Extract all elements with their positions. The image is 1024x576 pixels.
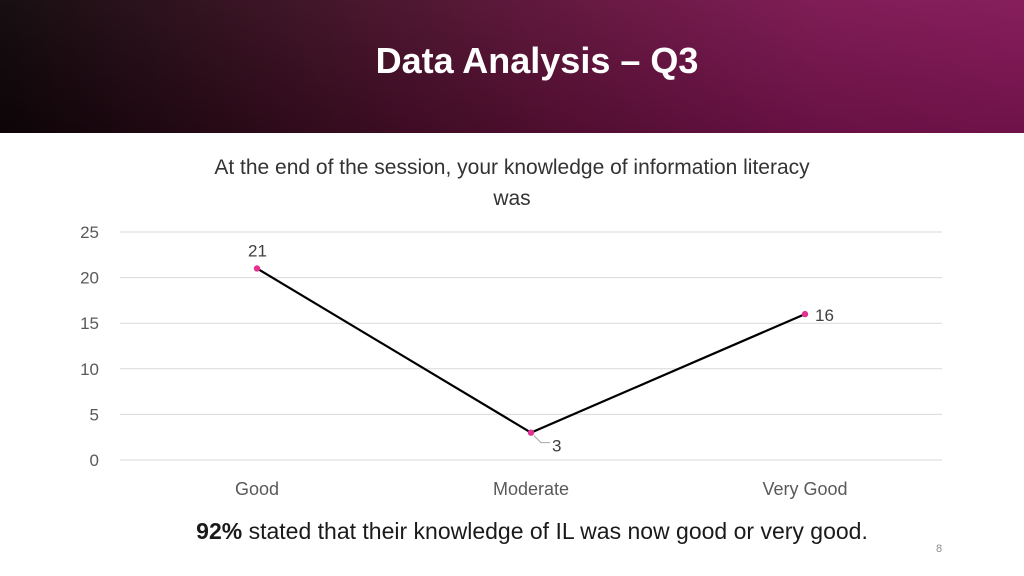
data-point <box>801 310 809 318</box>
data-label: 21 <box>248 241 267 260</box>
y-tick-label: 5 <box>90 405 99 424</box>
chart-title-line-2: was <box>492 187 530 210</box>
series-line-path <box>256 267 806 434</box>
data-point <box>253 265 261 272</box>
series-line <box>253 265 809 436</box>
line-chart: At the end of the session, your knowledg… <box>80 156 942 499</box>
y-tick-label: 25 <box>80 223 99 242</box>
data-point <box>527 429 535 436</box>
slide-title: Data Analysis – Q3 <box>375 40 699 81</box>
data-labels: 21 3 16 <box>248 241 834 455</box>
y-tick-label: 15 <box>80 314 99 333</box>
x-category-label: Good <box>235 479 279 499</box>
y-axis-labels: 0 5 10 15 20 25 <box>80 223 99 470</box>
x-axis-labels: Good Moderate Very Good <box>235 479 848 499</box>
y-tick-label: 0 <box>90 451 99 470</box>
data-label: 16 <box>815 306 834 325</box>
data-label-leader <box>533 435 550 444</box>
x-category-label: Very Good <box>762 479 847 499</box>
y-tick-label: 10 <box>80 360 99 379</box>
page-number: 8 <box>936 543 943 555</box>
gridlines <box>120 231 942 461</box>
title-banner: Data Analysis – Q3 <box>0 0 1024 133</box>
data-label: 3 <box>552 437 561 456</box>
y-tick-label: 20 <box>80 269 99 288</box>
summary-statement: 92% stated that their knowledge of IL wa… <box>0 518 1024 545</box>
chart-title-line-1: At the end of the session, your knowledg… <box>214 156 810 179</box>
x-category-label: Moderate <box>493 479 569 499</box>
summary-percentage: 92% <box>196 518 243 544</box>
summary-text: stated that their knowledge of IL was no… <box>242 518 868 544</box>
